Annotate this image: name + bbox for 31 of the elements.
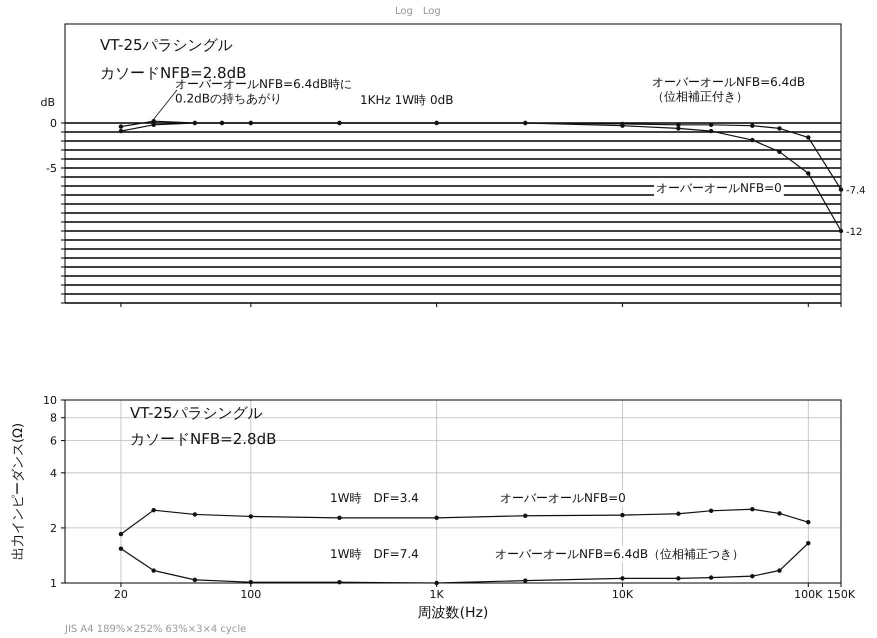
y-tick-label: 4 xyxy=(50,466,57,480)
y-tick-label: 8 xyxy=(50,412,57,425)
series-label: オーバーオールNFB=6.4dB（位相補正つき） xyxy=(495,547,744,561)
x-tick-label: 10K xyxy=(612,588,634,601)
x-tick-label: 150K xyxy=(826,588,856,601)
y-axis-title: dB xyxy=(40,96,55,109)
data-label: -12 xyxy=(846,227,862,238)
series-label: オーバーオールNFB=6.4dB （位相補正付き） xyxy=(652,75,806,104)
x-axis-title: 周波数(Hz) xyxy=(418,605,488,621)
x-tick-label: 1K xyxy=(430,588,445,601)
series-label: オーバーオールNFB=0 xyxy=(500,491,626,505)
data-label: -7.4 xyxy=(846,186,866,197)
y-tick-label: 0 xyxy=(50,117,57,130)
y-tick-label: 6 xyxy=(50,434,57,448)
y-axis-title: 出力インピーダンス(Ω) xyxy=(11,422,26,560)
y-tick-label: 2 xyxy=(50,522,57,535)
y-tick-label: 1 xyxy=(50,577,57,590)
annotation: 1W時 DF=7.4 xyxy=(330,547,419,561)
annotation: 1W時 DF=3.4 xyxy=(330,491,419,505)
text: カソードNFB=2.8dB xyxy=(130,430,276,448)
x-tick-label: 100K xyxy=(794,588,824,601)
text: VT-25パラシングル xyxy=(100,36,233,54)
text: JIS A4 189%×252% 63%×3×4 cycle xyxy=(64,624,246,635)
chart-title: VT-25パラシングル xyxy=(130,404,263,422)
annotation: 1KHz 1W時 0dB xyxy=(360,93,454,107)
x-tick-label: 20 xyxy=(114,588,128,601)
text: Log Log xyxy=(395,6,441,17)
x-tick-label: 100 xyxy=(240,588,262,601)
y-tick-label: -5 xyxy=(46,162,57,175)
series-label: オーバーオールNFB=0 xyxy=(656,181,782,195)
y-tick-label: 10 xyxy=(43,394,57,407)
